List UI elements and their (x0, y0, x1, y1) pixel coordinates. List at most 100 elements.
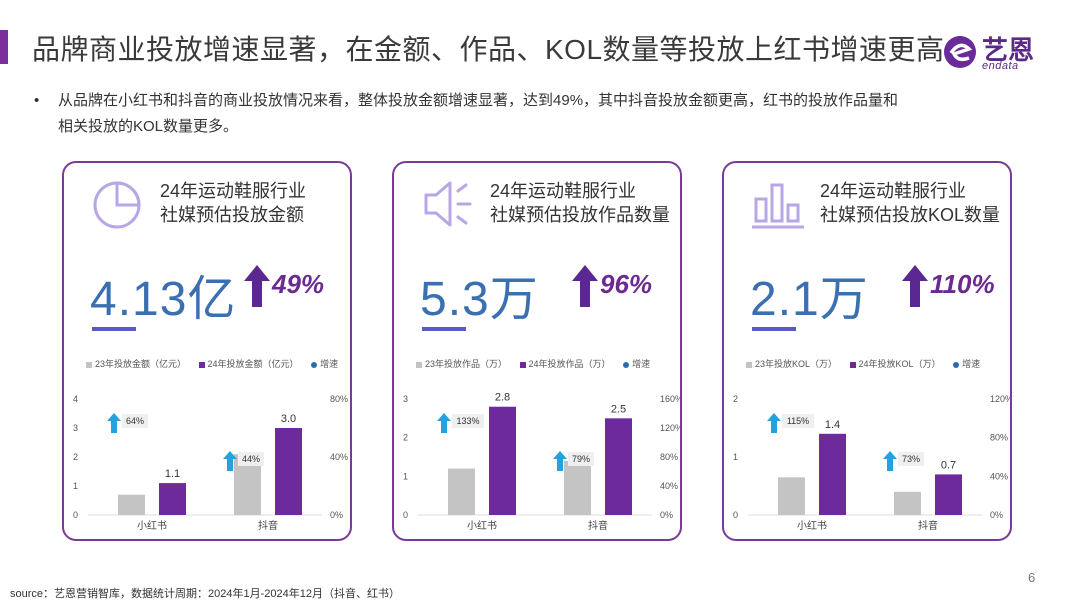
card-title-line2: 社媒预估投放KOL数量 (820, 205, 1001, 225)
growth-label-box (898, 452, 924, 466)
x-category-label: 抖音 (918, 519, 938, 532)
x-category-label: 小红书 (797, 519, 827, 532)
card-title: 24年运动鞋服行业 社媒预估投放作品数量 (490, 179, 670, 227)
big-value: 4.13亿 (90, 273, 237, 326)
legend-23: 23年投放金额（亿元） (86, 357, 186, 370)
legend-growth: 增速 (311, 357, 338, 370)
chart-legend: 23年投放KOL（万） 24年投放KOL（万） 增速 (746, 357, 990, 370)
bar-24 (605, 418, 632, 515)
bar-chart-icon (752, 183, 804, 229)
growth-label: 133% (456, 416, 479, 426)
legend-23: 23年投放作品（万） (416, 357, 507, 370)
growth-label-box (122, 414, 148, 428)
bar-24 (819, 433, 846, 515)
speaker-icon (424, 181, 472, 227)
legend-24: 24年投放作品（万） (519, 357, 611, 370)
up-arrow-icon (902, 265, 928, 307)
y-right-tick: 160% (660, 394, 680, 404)
growth-label: 73% (902, 454, 920, 464)
bar-23 (118, 494, 145, 515)
card-title-line2: 社媒预估投放金额 (160, 205, 304, 225)
legend-24: 24年投放KOL（万） (849, 357, 941, 370)
growth-label-box (568, 452, 594, 466)
bar-value-label: 1.1 (165, 468, 180, 480)
card-works: 24年运动鞋服行业 社媒预估投放作品数量 5.3万 96% 23年投放作品（万）… (392, 161, 682, 541)
y-right-tick: 80% (990, 433, 1008, 443)
card-title-line1: 24年运动鞋服行业 (820, 181, 967, 201)
bar-chart-works: 0 1 2 3 0% 40% 80% 120% 160% 2.8 小红书 133% 2.5 抖音 79% (403, 392, 680, 532)
y-left-tick: 3 (73, 423, 78, 433)
y-right-tick: 80% (330, 394, 348, 404)
bar-23 (448, 468, 475, 515)
y-right-tick: 0% (660, 510, 673, 520)
growth-arrow-icon (223, 451, 237, 471)
y-right-tick: 0% (990, 510, 1003, 520)
y-left-tick: 2 (403, 433, 408, 443)
value-underline (752, 327, 796, 331)
brand-logo: 艺恩 endata (942, 30, 1052, 74)
bar-value-label: 1.4 (825, 419, 840, 431)
card-title-line1: 24年运动鞋服行业 (160, 181, 307, 201)
y-left-tick: 1 (733, 452, 738, 462)
page-title: 品牌商业投放增速显著，在金额、作品、KOL数量等投放上红书增速更高 (32, 34, 945, 65)
y-right-tick: 40% (660, 481, 678, 491)
card-spend: 24年运动鞋服行业 社媒预估投放金额 4.13亿 49% 23年投放金额（亿元）… (62, 161, 352, 541)
source-note: source：艺恩营销智库，数据统计周期：2024年1月-2024年12月（抖音… (10, 588, 400, 600)
card-title: 24年运动鞋服行业 社媒预估投放KOL数量 (820, 179, 1000, 227)
y-left-tick: 0 (733, 510, 738, 520)
x-category-label: 小红书 (467, 519, 497, 532)
x-category-label: 小红书 (137, 519, 167, 532)
y-right-tick: 0% (330, 510, 343, 520)
title-accent-bar (0, 30, 8, 64)
up-arrow-icon (572, 265, 598, 307)
y-left-tick: 0 (73, 510, 78, 520)
growth-label: 115% (787, 416, 809, 426)
growth-rate: 110% (930, 269, 995, 299)
growth-label: 64% (126, 416, 144, 426)
up-arrow-icon (244, 265, 270, 307)
chart-legend: 23年投放金额（亿元） 24年投放金额（亿元） 增速 (86, 357, 348, 370)
growth-arrow-icon (107, 413, 121, 433)
endata-logo-icon (944, 36, 976, 68)
y-left-tick: 0 (403, 510, 408, 520)
growth-label-box (238, 452, 264, 466)
bar-value-label: 3.0 (281, 413, 296, 425)
card-title-line1: 24年运动鞋服行业 (490, 181, 637, 201)
growth-label: 79% (572, 454, 590, 464)
growth-arrow-icon (883, 451, 897, 471)
growth-arrow-icon (553, 451, 567, 471)
y-right-tick: 40% (330, 452, 348, 462)
bar-24 (489, 406, 516, 515)
y-left-tick: 2 (73, 452, 78, 462)
bar-24 (935, 474, 962, 515)
bullet-dot: • (34, 92, 40, 109)
summary-text: 从品牌在小红书和抖音的商业投放情况来看，整体投放金额增速显著，达到49%，其中抖… (58, 92, 899, 135)
big-value: 2.1万 (750, 273, 869, 326)
logo-subtext: endata (982, 60, 1019, 72)
growth-rate: 96% (600, 269, 653, 299)
bar-value-label: 0.7 (941, 459, 956, 471)
y-left-tick: 1 (73, 481, 78, 491)
summary-bullet: • 从品牌在小红书和抖音的商业投放情况来看，整体投放金额增速显著，达到49%，其… (34, 88, 904, 140)
y-right-tick: 120% (990, 394, 1010, 404)
bar-value-label: 2.8 (495, 392, 510, 404)
y-right-tick: 120% (660, 423, 680, 433)
x-category-label: 抖音 (258, 519, 278, 532)
page-number: 6 (1028, 570, 1036, 585)
bar-24 (159, 483, 186, 515)
card-title-line2: 社媒预估投放作品数量 (490, 205, 670, 225)
card-title: 24年运动鞋服行业 社媒预估投放金额 (160, 179, 306, 227)
chart-legend: 23年投放作品（万） 24年投放作品（万） 增速 (416, 357, 660, 370)
y-left-tick: 3 (403, 394, 408, 404)
legend-24: 24年投放金额（亿元） (198, 357, 299, 370)
legend-growth: 增速 (953, 357, 980, 370)
big-value: 5.3万 (420, 273, 539, 326)
value-underline (92, 327, 136, 331)
y-right-tick: 80% (660, 452, 678, 462)
growth-rate: 49% (272, 269, 325, 299)
logo-text: 艺恩 (982, 35, 1035, 65)
legend-23: 23年投放KOL（万） (746, 357, 837, 370)
bar-23 (894, 491, 921, 515)
